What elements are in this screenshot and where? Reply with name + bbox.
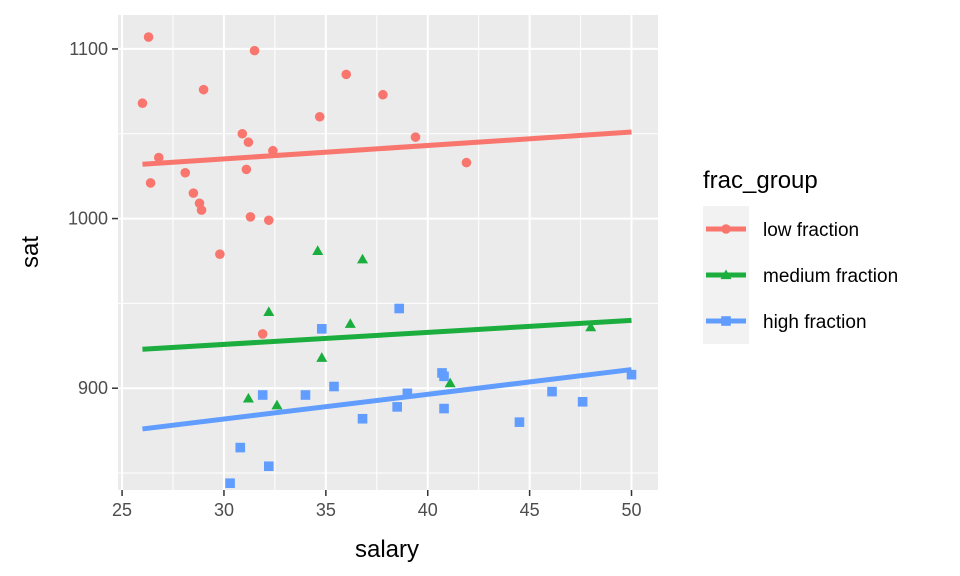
data-point-low-fraction — [410, 132, 421, 142]
data-point-low-fraction — [241, 164, 252, 175]
x-tick-label: 40 — [418, 500, 438, 520]
data-point-medium-fraction — [312, 245, 324, 255]
data-point-low-fraction — [314, 111, 325, 122]
data-point-low-fraction — [263, 215, 274, 226]
data-point-low-fraction — [145, 178, 156, 188]
x-tick-label: 35 — [316, 500, 336, 520]
data-point-low-fraction — [137, 98, 148, 109]
y-axis: 900 1000 1100 — [68, 39, 118, 398]
data-point-medium-fraction — [316, 352, 328, 362]
data-point-high-fraction — [392, 402, 402, 412]
x-axis-title: salary — [355, 536, 419, 563]
data-point-high-fraction — [235, 442, 246, 453]
legend-label-high-fraction: high fraction — [763, 312, 867, 333]
data-point-low-fraction — [188, 188, 199, 198]
data-point-low-fraction — [249, 45, 260, 56]
data-point-high-fraction — [514, 417, 525, 427]
data-point-low-fraction — [378, 89, 388, 100]
data-point-high-fraction — [547, 386, 557, 397]
x-tick-label: 50 — [621, 500, 641, 520]
data-point-low-fraction — [215, 249, 225, 259]
legend-title: frac_group — [703, 167, 818, 194]
data-point-low-fraction — [198, 84, 209, 95]
x-tick-label: 30 — [214, 500, 234, 520]
legend: frac_group low fraction medium fraction hi… — [703, 167, 898, 344]
data-point-low-fraction — [257, 329, 268, 339]
data-point-medium-fraction — [344, 318, 356, 328]
y-axis-title: sat — [17, 236, 44, 268]
data-point-medium-fraction — [271, 399, 283, 410]
legend-label-medium-fraction: medium fraction — [763, 266, 898, 287]
x-axis: 25 30 35 40 45 50 — [112, 490, 642, 520]
data-points — [137, 32, 637, 489]
data-point-high-fraction — [316, 324, 327, 334]
data-point-low-fraction — [237, 128, 248, 139]
data-point-high-fraction — [402, 388, 413, 399]
data-point-high-fraction — [263, 461, 274, 472]
legend-marker-medium-fraction — [720, 269, 732, 280]
x-tick-label: 45 — [520, 500, 540, 520]
data-point-medium-fraction — [357, 253, 369, 264]
data-point-high-fraction — [300, 390, 311, 400]
data-point-medium-fraction — [585, 321, 597, 332]
legend-marker-low-fraction — [721, 224, 731, 234]
data-point-low-fraction — [153, 152, 164, 163]
data-point-low-fraction — [461, 157, 472, 168]
legend-marker-high-fraction — [721, 316, 731, 326]
legend-label-low-fraction: low fraction — [763, 220, 859, 241]
fit-line-high-fraction — [142, 367, 632, 432]
y-tick-label: 1000 — [68, 209, 108, 229]
y-tick-label: 900 — [78, 378, 108, 398]
panel-background — [118, 15, 658, 490]
plot-panel — [118, 15, 658, 490]
data-point-high-fraction — [439, 371, 449, 382]
data-point-high-fraction — [357, 413, 368, 424]
data-point-low-fraction — [341, 69, 352, 80]
fit-line-medium-fraction — [142, 317, 632, 352]
data-point-low-fraction — [143, 32, 154, 42]
data-point-low-fraction — [180, 167, 191, 178]
fit-line-low-fraction — [142, 129, 632, 167]
y-tick-label: 1100 — [69, 39, 108, 59]
data-point-medium-fraction — [444, 377, 456, 388]
data-point-high-fraction — [439, 403, 449, 414]
data-point-low-fraction — [243, 137, 254, 148]
data-point-medium-fraction — [263, 306, 275, 317]
data-point-high-fraction — [626, 369, 637, 380]
data-point-low-fraction — [196, 205, 207, 215]
data-point-high-fraction — [257, 390, 268, 400]
data-point-high-fraction — [225, 478, 235, 489]
data-point-medium-fraction — [242, 392, 254, 403]
data-point-high-fraction — [329, 381, 339, 392]
data-point-high-fraction — [394, 303, 405, 314]
x-tick-label: 25 — [112, 500, 132, 520]
data-point-high-fraction — [577, 396, 588, 407]
data-point-low-fraction — [245, 212, 256, 222]
